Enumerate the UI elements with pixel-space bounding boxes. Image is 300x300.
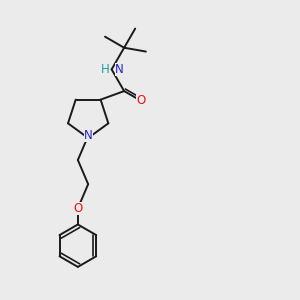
Text: N: N <box>84 129 92 142</box>
Text: O: O <box>136 94 145 107</box>
Text: O: O <box>73 202 83 215</box>
Text: N: N <box>115 63 123 76</box>
Text: H: H <box>100 63 109 76</box>
